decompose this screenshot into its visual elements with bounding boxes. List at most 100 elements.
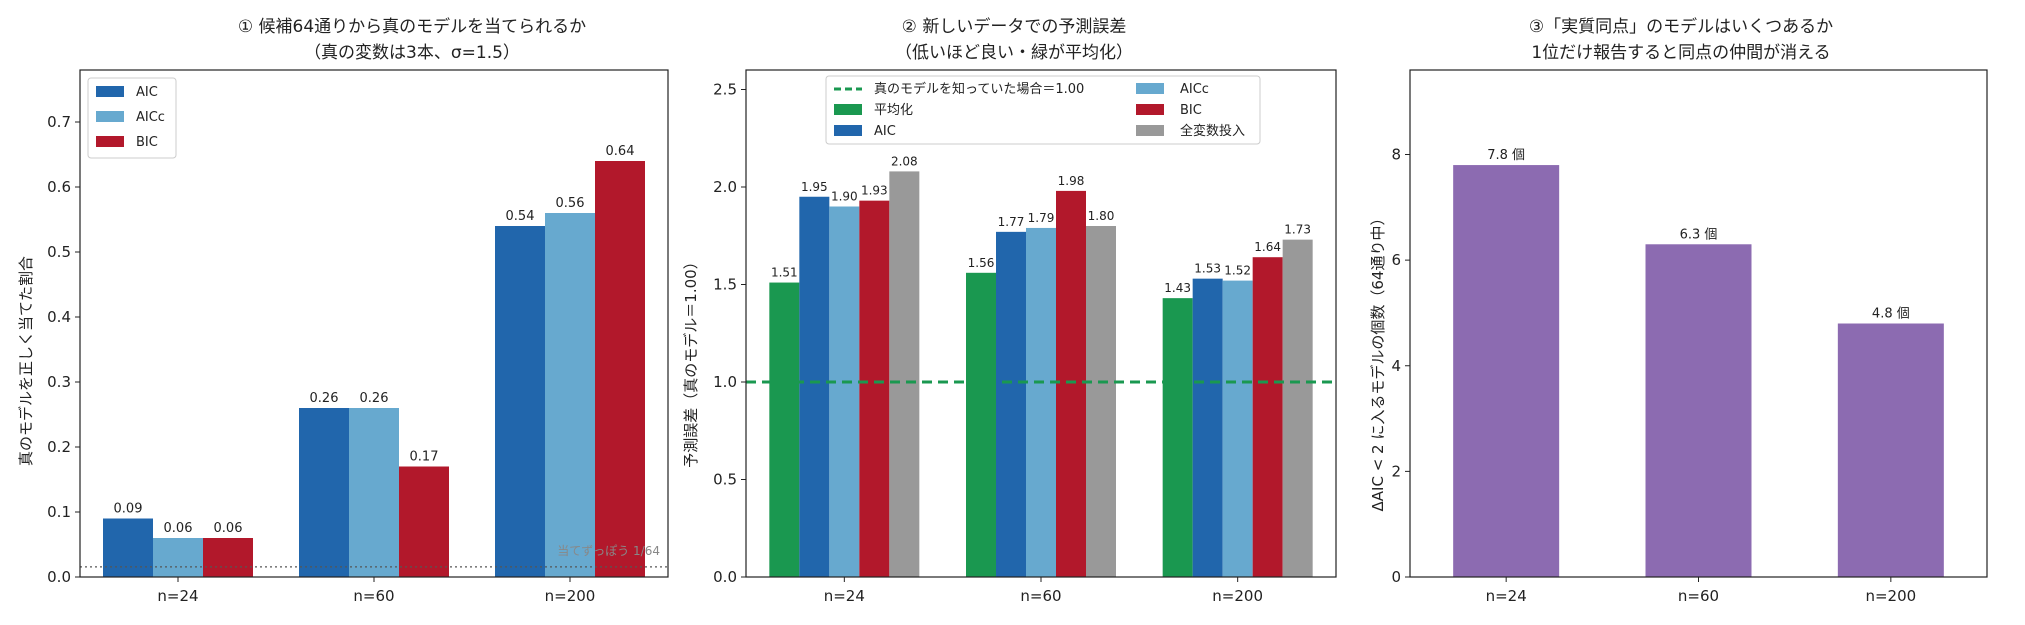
y-tick-label-0-0: 0.0 bbox=[713, 568, 737, 586]
y-tick-label-2: 2 bbox=[1391, 462, 1401, 480]
bar-aicc-n-200 bbox=[1222, 280, 1253, 577]
x-tick-label-n-60: n=60 bbox=[1678, 587, 1719, 605]
legend-label-averaging: 平均化 bbox=[874, 103, 913, 118]
data-label-aicc-n-60: 0.26 bbox=[360, 391, 389, 406]
data-label-series-n-200: 4.8 個 bbox=[1872, 307, 1910, 322]
legend-label-bic: BIC bbox=[1180, 103, 1202, 118]
bar-bic-n-60 bbox=[399, 466, 449, 577]
data-label---n-200: 1.73 bbox=[1284, 223, 1311, 237]
panel-1-y-axis-label: 真のモデルを正しく当てた割合 bbox=[17, 256, 35, 466]
x-tick-label-n-60: n=60 bbox=[1020, 587, 1061, 605]
bar-series-n-200 bbox=[1837, 323, 1944, 577]
bar-series-n-60 bbox=[1645, 244, 1752, 577]
panel-1-axes: n=24 n=60 n=200 0.0 0.1 0.2 0.3 0.4 0.5 0.6 0.7 bbox=[47, 69, 669, 605]
bar-bic-n-24 bbox=[203, 538, 253, 577]
data-label---n-200: 1.43 bbox=[1164, 281, 1191, 295]
legend-swatch-bic bbox=[96, 136, 124, 147]
data-label---n-24: 2.08 bbox=[891, 154, 918, 168]
data-label-series-n-24: 7.8 個 bbox=[1487, 148, 1525, 163]
bar-series-n-24 bbox=[1453, 165, 1560, 577]
legend-label-bic: BIC bbox=[136, 135, 158, 150]
x-tick-label-n-200: n=200 bbox=[1212, 587, 1263, 605]
data-label-bic-n-200: 1.64 bbox=[1254, 240, 1281, 254]
y-tick-label-0-6: 0.6 bbox=[47, 178, 71, 196]
bar---n-24 bbox=[889, 171, 920, 577]
x-tick-label-n-200: n=200 bbox=[545, 587, 596, 605]
legend-label-aic: AIC bbox=[874, 124, 896, 139]
plot-frame bbox=[79, 69, 669, 578]
panel-2-legend: 真のモデルを知っていた場合＝1.00 平均化 AIC AICc BIC 全変数投… bbox=[825, 75, 1261, 145]
panel-3-subtitle: 1位だけ報告すると同点の仲間が消える bbox=[1531, 43, 1830, 63]
panel-3-title: ③「実質同点」のモデルはいくつあるか bbox=[1529, 16, 1833, 37]
legend-swatch-aicc bbox=[1136, 83, 1164, 94]
plot-frame bbox=[1409, 69, 1988, 578]
data-label-series-n-60: 6.3 個 bbox=[1680, 227, 1718, 242]
legend-label-reference: 真のモデルを知っていた場合＝1.00 bbox=[874, 81, 1084, 97]
plot-frame bbox=[745, 69, 1337, 578]
data-label-aic-n-60: 1.77 bbox=[998, 215, 1025, 229]
bar-aicc-n-60 bbox=[1026, 227, 1056, 577]
x-tick-label-n-24: n=24 bbox=[157, 587, 198, 605]
bar-aicc-n-200 bbox=[545, 213, 595, 577]
bar-bic-n-200 bbox=[1252, 257, 1283, 577]
data-label---n-60: 1.80 bbox=[1088, 209, 1115, 223]
y-tick-label-0: 0 bbox=[1391, 568, 1401, 586]
panel-1-title: ① 候補64通りから真のモデルを当てられるか bbox=[238, 16, 586, 37]
bar-aicc-n-60 bbox=[349, 408, 399, 577]
x-tick-label-n-60: n=60 bbox=[353, 587, 394, 605]
bar-aic-n-200 bbox=[1192, 278, 1223, 577]
legend-label-all-variables: 全変数投入 bbox=[1180, 123, 1245, 139]
y-tick-label-1-0: 1.0 bbox=[713, 373, 737, 391]
y-tick-label-0-5: 0.5 bbox=[47, 243, 71, 261]
y-tick-label-2-0: 2.0 bbox=[713, 178, 737, 196]
bar---n-200 bbox=[1282, 239, 1313, 577]
data-label-bic-n-24: 1.93 bbox=[861, 184, 888, 198]
bar-aic-n-24 bbox=[103, 518, 153, 577]
bar---n-24 bbox=[769, 282, 800, 577]
y-tick-label-1-5: 1.5 bbox=[713, 276, 737, 294]
data-label---n-60: 1.56 bbox=[968, 256, 995, 270]
panel-3-marks: 7.8 個 6.3 個 4.8 個 bbox=[1453, 148, 1944, 577]
panel-1-legend: AIC AICc BIC bbox=[87, 77, 177, 159]
y-tick-label-0-7: 0.7 bbox=[47, 113, 71, 131]
bar-bic-n-200 bbox=[595, 161, 645, 577]
legend-swatch-bic bbox=[1136, 104, 1164, 115]
bar---n-200 bbox=[1162, 298, 1193, 577]
data-label-aicc-n-24: 1.90 bbox=[831, 190, 858, 204]
data-label-bic-n-60: 1.98 bbox=[1058, 174, 1085, 188]
legend-label-aicc: AICc bbox=[1180, 82, 1209, 97]
x-tick-label-n-24: n=24 bbox=[1486, 587, 1527, 605]
data-label-aic-n-200: 1.53 bbox=[1194, 262, 1221, 276]
y-tick-label-0-4: 0.4 bbox=[47, 308, 71, 326]
y-tick-label-2-5: 2.5 bbox=[713, 81, 737, 99]
data-label---n-24: 1.51 bbox=[771, 266, 798, 280]
legend-swatch-aicc bbox=[96, 111, 124, 122]
data-label-bic-n-60: 0.17 bbox=[410, 450, 439, 465]
y-tick-label-0-3: 0.3 bbox=[47, 373, 71, 391]
bar---n-60 bbox=[1086, 226, 1116, 577]
panel-3-axes: n=24 n=60 n=200 0 2 4 6 8 bbox=[1391, 69, 1988, 605]
data-label-aicc-n-200: 1.52 bbox=[1224, 264, 1251, 278]
legend-swatch-aic bbox=[96, 86, 124, 97]
legend-swatch-averaging bbox=[834, 104, 862, 115]
data-label-aic-n-24: 1.95 bbox=[801, 180, 828, 194]
legend-label-aic: AIC bbox=[136, 85, 158, 100]
panel-2-axes: n=24 n=60 n=200 0.0 0.5 1.0 1.5 2.0 2.5 bbox=[713, 69, 1337, 605]
y-tick-label-0-1: 0.1 bbox=[47, 503, 71, 521]
y-tick-label-0-0: 0.0 bbox=[47, 568, 71, 586]
y-tick-label-4: 4 bbox=[1391, 357, 1401, 375]
data-label-aic-n-200: 0.54 bbox=[506, 209, 535, 224]
x-tick-label-n-24: n=24 bbox=[824, 587, 865, 605]
bar---n-60 bbox=[966, 272, 996, 577]
y-tick-label-0-5: 0.5 bbox=[713, 471, 737, 489]
bar-aicc-n-24 bbox=[829, 206, 860, 577]
panel-3: ③「実質同点」のモデルはいくつあるか 1位だけ報告すると同点の仲間が消える 7.… bbox=[1369, 16, 1988, 605]
panel-1-marks: 0.09 0.06 0.06 0.26 0.26 0.17 0.54 0.56 0.64 bbox=[80, 144, 668, 577]
data-label-aic-n-60: 0.26 bbox=[310, 391, 339, 406]
panel-2-marks: 1.51 1.951.90 1.93 2.08 1.56 1.77 1.79 1.98 1.80… bbox=[746, 154, 1336, 577]
legend-swatch-all-variables bbox=[1136, 125, 1164, 136]
bar-aic-n-200 bbox=[495, 226, 545, 577]
legend-swatch-aic bbox=[834, 125, 862, 136]
panel-2: ② 新しいデータでの予測誤差 （低いほど良い・緑が平均化） 1.511.951.… bbox=[682, 16, 1337, 605]
